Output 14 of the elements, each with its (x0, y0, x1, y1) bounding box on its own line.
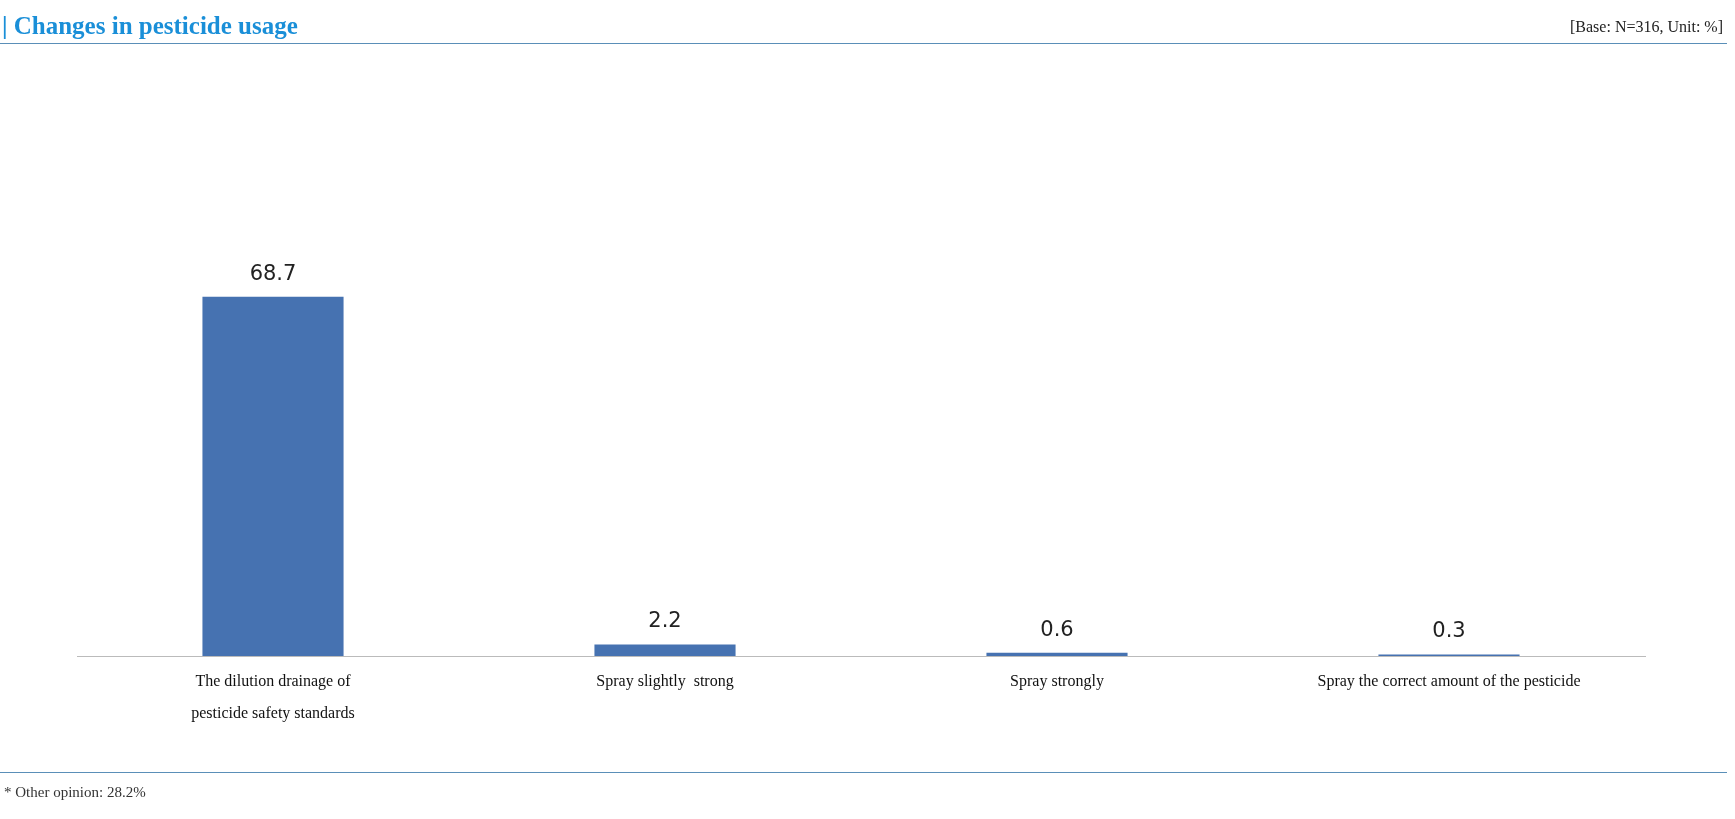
data-label: 68.7 (249, 260, 297, 285)
chart-subtitle: [Base: N=316, Unit: %] (1570, 18, 1723, 36)
chart-title: | Changes in pesticide usage (2, 12, 298, 40)
x-tick-label: Spray strongly (1010, 672, 1104, 691)
text: * Other opinion: 28.2% (4, 784, 146, 801)
bar (986, 652, 1128, 656)
bar (594, 644, 736, 656)
data-label: 0.6 (1040, 616, 1074, 641)
data-label: 2.2 (648, 608, 682, 633)
x-tick-label: Spray slightly strong (596, 672, 734, 691)
bar (202, 296, 344, 656)
data-label: 0.3 (1432, 618, 1466, 643)
x-tick-label: The dilution drainage of pesticide safety standards (191, 672, 355, 723)
x-tick-label: Spray the correct amount of the pesticide (1317, 672, 1581, 691)
